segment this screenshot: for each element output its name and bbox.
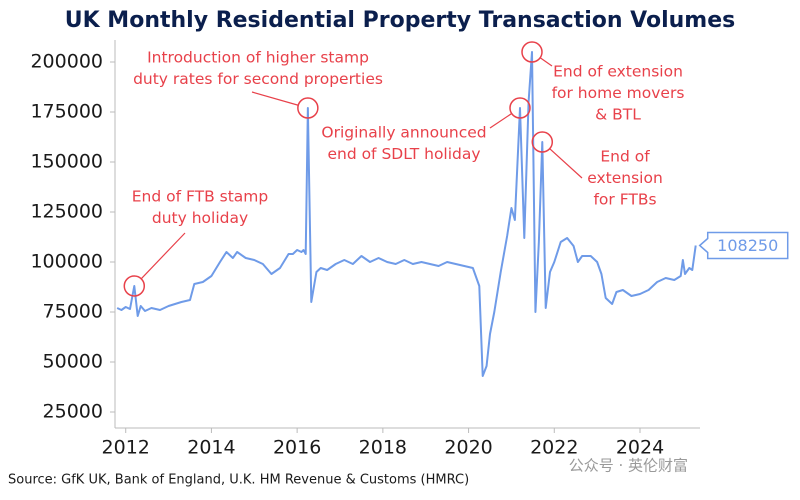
annotation-leader	[549, 148, 583, 179]
annotation-text: duty holiday	[152, 209, 248, 227]
annotation-leader	[251, 91, 299, 106]
data-line	[116, 51, 697, 377]
y-tick-label: 100000	[30, 251, 103, 273]
x-tick-label: 2022	[530, 437, 578, 459]
x-tick-label: 2020	[444, 437, 492, 459]
value-callout-label: 108250	[717, 236, 778, 255]
watermark: 公众号 · 英伦财富	[569, 457, 688, 475]
annotation-text: End of FTB stamp	[132, 188, 269, 206]
annotation-leader	[539, 57, 553, 67]
annotation-leader	[140, 232, 186, 280]
highlight-circle	[123, 275, 146, 297]
y-tick-label: 75000	[43, 301, 103, 323]
annotation-text: End of extension	[553, 63, 683, 81]
x-tick-label: 2024	[616, 437, 664, 459]
y-tick-label: 25000	[43, 401, 103, 423]
highlight-circle	[297, 97, 319, 119]
y-tick-label: 125000	[30, 201, 103, 223]
annotation-text: Introduction of higher stamp	[147, 49, 369, 67]
y-tick-label: 175000	[30, 101, 103, 123]
annotation-text: & BTL	[595, 106, 641, 124]
x-tick-label: 2016	[273, 437, 321, 459]
y-tick-label: 200000	[30, 51, 103, 73]
y-tick-label: 150000	[30, 151, 103, 173]
y-tick-label: 50000	[43, 351, 103, 373]
annotation-text: for FTBs	[593, 191, 656, 209]
annotation-text: Originally announced	[321, 124, 486, 142]
x-tick-label: 2018	[359, 437, 407, 459]
chart-title: UK Monthly Residential Property Transact…	[65, 8, 736, 33]
annotation-text: duty rates for second properties	[133, 70, 383, 88]
value-callout-box	[698, 231, 789, 260]
highlight-circle	[509, 97, 531, 119]
x-tick-label: 2012	[102, 437, 150, 459]
x-tick-label: 2014	[187, 437, 235, 459]
annotation-text: end of SDLT holiday	[327, 145, 480, 163]
annotation-text: End of	[600, 148, 650, 166]
source-note: Source: GfK UK, Bank of England, U.K. HM…	[8, 473, 469, 488]
highlight-circle	[521, 41, 543, 63]
annotation-text: extension	[587, 169, 663, 187]
annotation-text: for home movers	[552, 84, 685, 102]
annotation-leader	[489, 113, 513, 129]
highlight-circle	[531, 131, 554, 153]
